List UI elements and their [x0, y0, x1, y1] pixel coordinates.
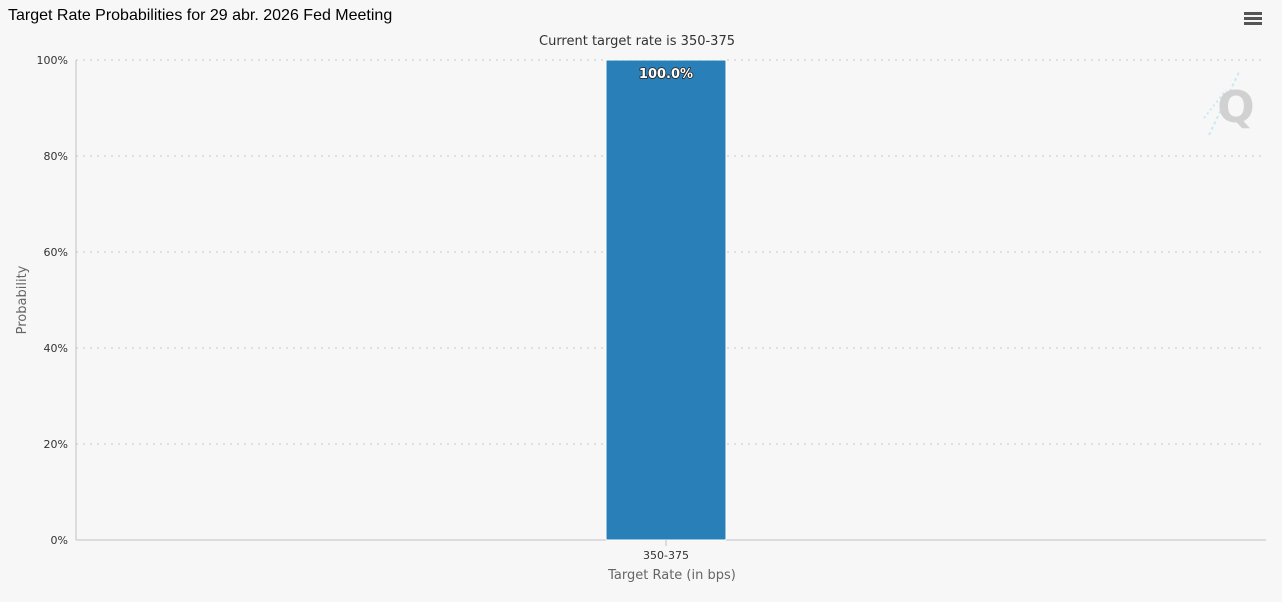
x-axis-title: Target Rate (in bps): [607, 568, 736, 583]
y-axis-ticks: 0% 20% 40% 60% 80% 100%: [37, 54, 68, 547]
chart-subtitle: Current target rate is 350-375: [539, 34, 735, 49]
hamburger-menu-icon[interactable]: [1244, 12, 1262, 28]
y-tick-label: 0%: [51, 534, 68, 547]
y-tick-label: 40%: [44, 342, 68, 355]
chart-title: Target Rate Probabilities for 29 abr. 20…: [8, 7, 393, 24]
q-logo-icon: Q: [1203, 69, 1255, 136]
y-tick-label: 80%: [44, 150, 68, 163]
y-axis-title: Probability: [15, 265, 30, 334]
bars: 100.0%: [605, 59, 727, 541]
watermark-text: Q: [1217, 82, 1254, 133]
y-tick-label: 60%: [44, 246, 68, 259]
y-tick-label: 100%: [37, 54, 68, 67]
x-axis-ticks: 350-375: [643, 540, 689, 562]
bar-data-label: 100.0%: [639, 67, 693, 82]
bar[interactable]: [605, 59, 727, 541]
y-tick-label: 20%: [44, 438, 68, 451]
x-tick-label: 350-375: [643, 549, 689, 562]
